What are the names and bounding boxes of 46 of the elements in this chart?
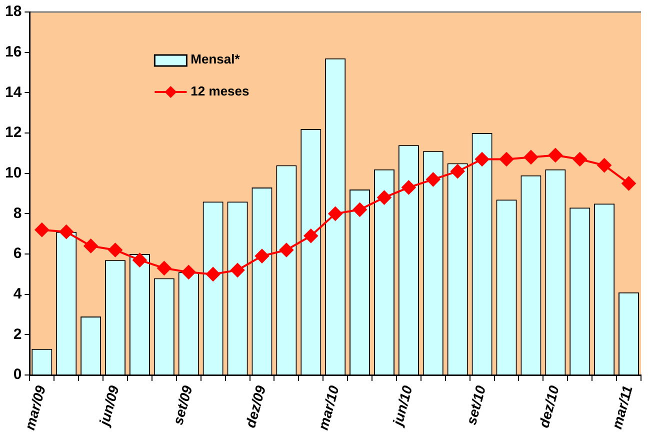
point bbox=[548, 148, 562, 162]
x-tick-label: jun/10 bbox=[388, 384, 416, 430]
x-tick-label: mar/11 bbox=[608, 384, 636, 431]
point bbox=[500, 152, 514, 166]
point bbox=[279, 242, 294, 257]
y-tick-label: 12 bbox=[4, 124, 22, 142]
point bbox=[622, 176, 636, 190]
x-tick-label: mar/09 bbox=[21, 384, 49, 432]
point bbox=[34, 222, 49, 237]
y-tick-label: 18 bbox=[4, 3, 22, 20]
y-tick-label: 6 bbox=[13, 245, 22, 262]
point bbox=[352, 202, 367, 217]
x-tick-label: jun/09 bbox=[95, 384, 122, 430]
point bbox=[450, 164, 465, 178]
y-tick-label: 0 bbox=[13, 366, 22, 384]
y-tick-label: 16 bbox=[4, 43, 22, 60]
point bbox=[182, 265, 196, 280]
y-tick-label: 14 bbox=[4, 84, 22, 101]
point bbox=[597, 158, 612, 172]
x-tick-label: dez/09 bbox=[242, 384, 269, 430]
y-tick-label: 10 bbox=[4, 164, 22, 182]
point bbox=[475, 152, 490, 166]
y-tick-label: 8 bbox=[13, 204, 22, 222]
x-tick-label: mar/10 bbox=[314, 384, 342, 432]
point bbox=[84, 238, 98, 253]
point bbox=[377, 190, 392, 205]
point bbox=[59, 224, 74, 239]
y-tick-label: 2 bbox=[13, 326, 22, 343]
point bbox=[108, 242, 122, 257]
x-tick-label: set/09 bbox=[170, 384, 196, 426]
point bbox=[328, 206, 342, 221]
y-tick-label: 4 bbox=[13, 286, 22, 303]
x-tick-label: dez/10 bbox=[536, 384, 562, 430]
point bbox=[132, 253, 147, 268]
legend-label: Mensal* bbox=[190, 52, 241, 67]
point bbox=[254, 249, 269, 264]
point bbox=[572, 152, 587, 166]
point bbox=[206, 267, 220, 282]
point bbox=[230, 263, 245, 278]
point bbox=[304, 228, 318, 243]
point bbox=[426, 172, 440, 186]
point bbox=[524, 150, 538, 164]
legend-label: 12 meses bbox=[190, 84, 250, 99]
point bbox=[157, 261, 172, 276]
x-tick-label: set/10 bbox=[462, 384, 489, 426]
point bbox=[402, 180, 416, 194]
